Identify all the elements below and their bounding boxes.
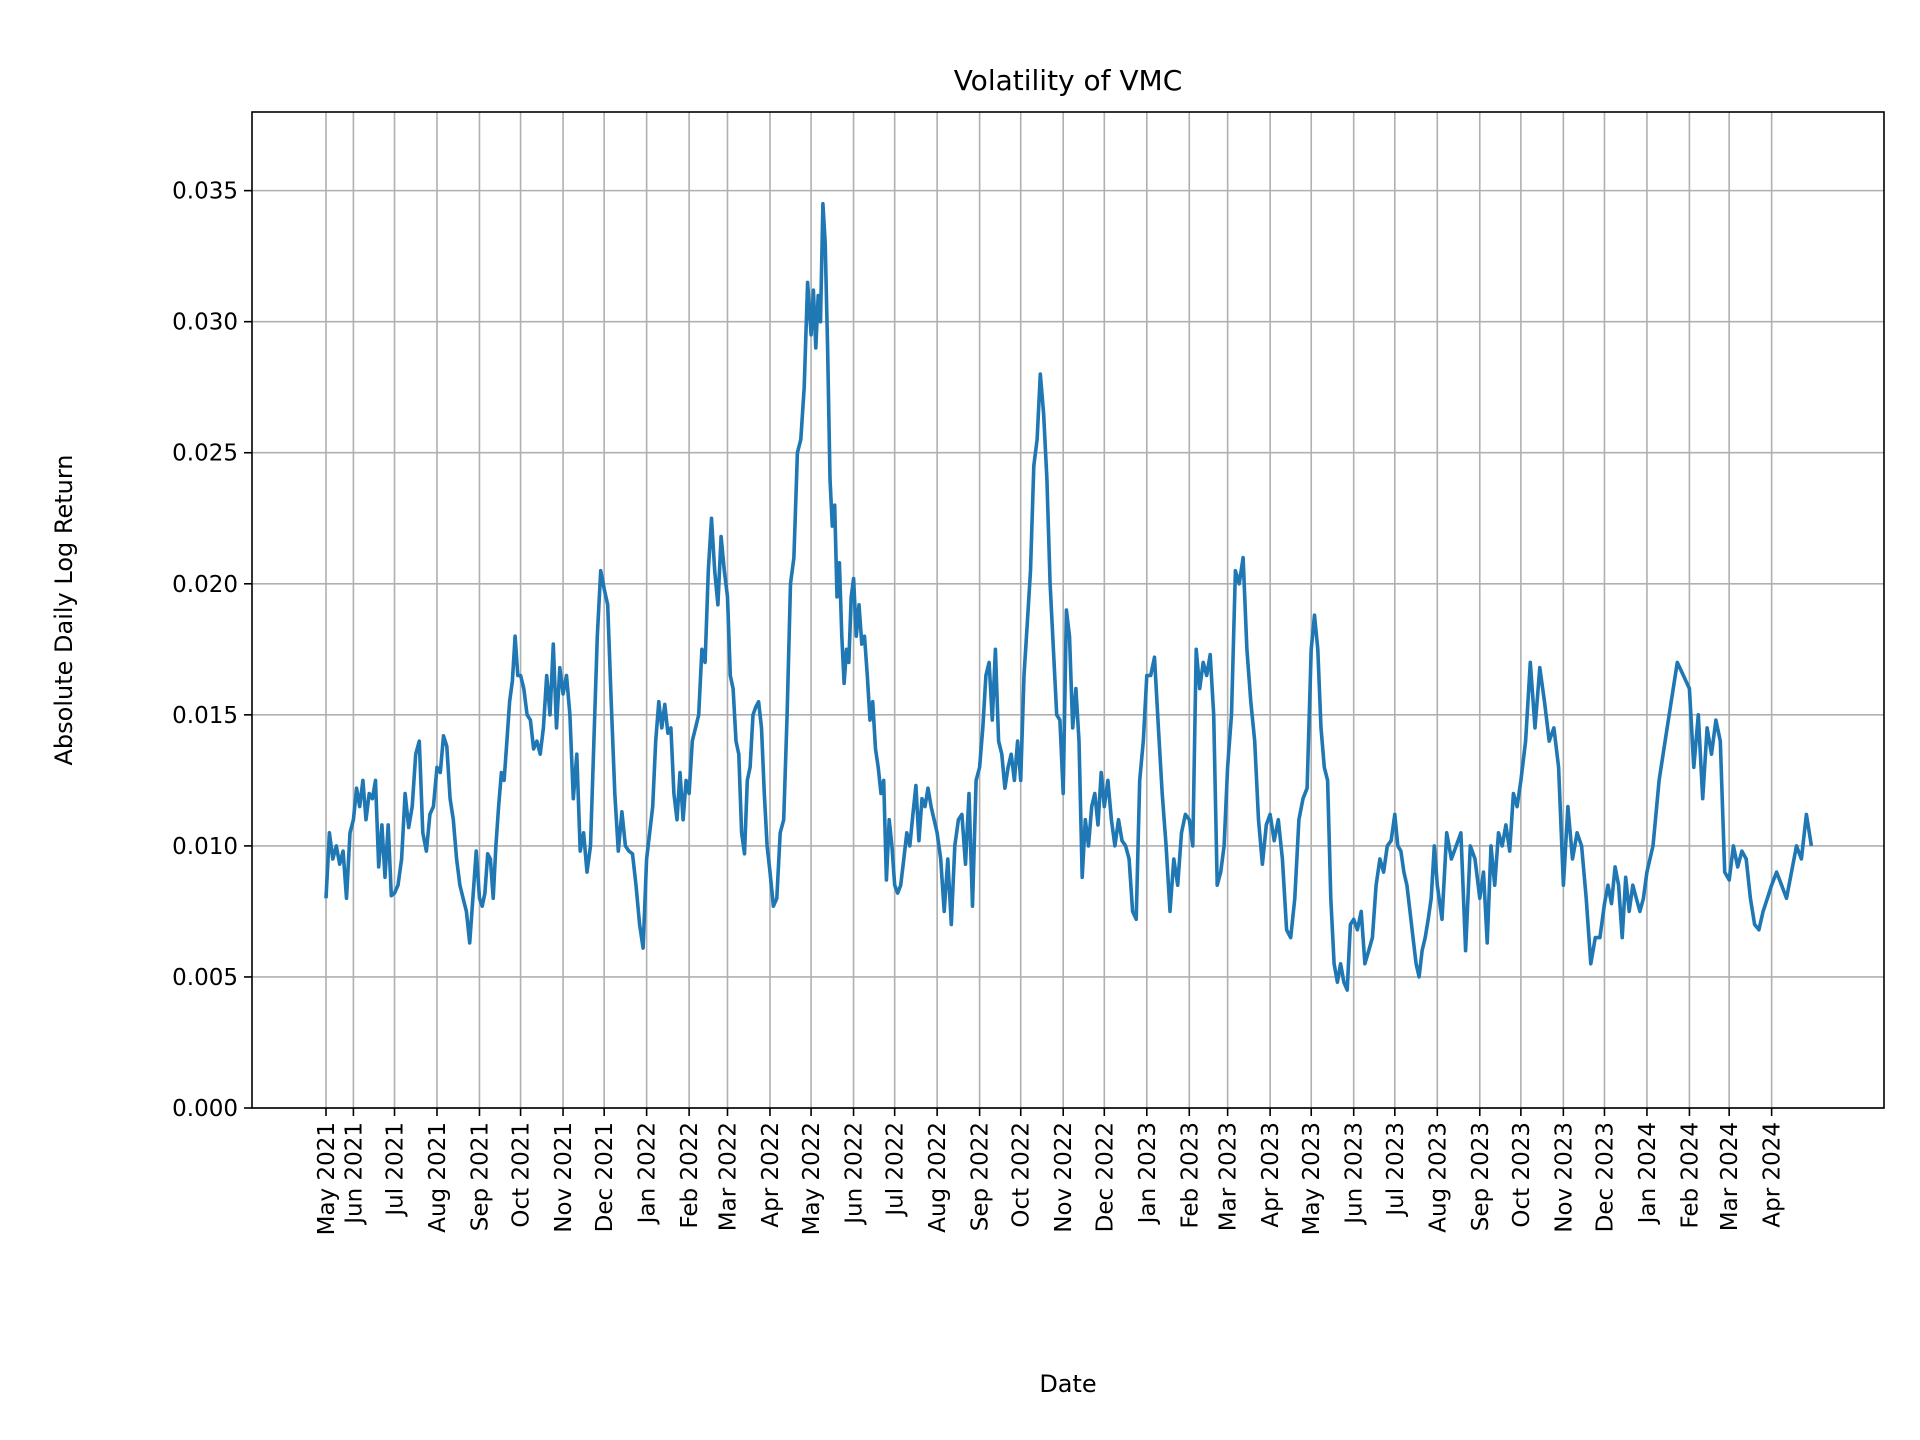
y-tick-label: 0.020 (172, 572, 238, 598)
x-tick-label: Nov 2021 (551, 1122, 577, 1233)
y-tick-label: 0.035 (172, 179, 238, 205)
grid-lines (252, 112, 1884, 1109)
x-tick-label: Jan 2024 (1635, 1122, 1661, 1225)
x-tick-label: Feb 2022 (677, 1122, 703, 1229)
x-tick-label: Apr 2024 (1760, 1122, 1786, 1228)
volatility-series-line (324, 201, 1814, 992)
y-tick-label: 0.000 (172, 1096, 238, 1122)
x-tick-label: Sep 2023 (1468, 1122, 1494, 1231)
x-tick-label: Feb 2024 (1677, 1122, 1703, 1229)
x-tick-label: Mar 2023 (1216, 1122, 1242, 1231)
x-axis-label: Date (1039, 1370, 1096, 1398)
x-tick-label: Aug 2023 (1425, 1122, 1451, 1233)
chart-title: Volatility of VMC (954, 64, 1183, 97)
series-layer (324, 201, 1814, 992)
axis-ticks: 0.000 0.005 0.010 0.015 0.020 0.025 0.030 0.035… (172, 179, 1785, 1236)
x-tick-label: Dec 2022 (1092, 1122, 1118, 1232)
x-tick-label: May 2023 (1299, 1122, 1325, 1235)
x-tick-label: Jul 2023 (1383, 1122, 1409, 1218)
x-tick-label: Sep 2021 (467, 1122, 493, 1231)
x-tick-label: Feb 2023 (1177, 1122, 1203, 1229)
x-tick-label: Jul 2021 (383, 1122, 409, 1218)
x-tick-label: Dec 2021 (592, 1122, 618, 1232)
y-tick-label: 0.015 (172, 703, 238, 729)
x-tick-label: Nov 2022 (1051, 1122, 1077, 1233)
y-axis-label: Absolute Daily Log Return (50, 454, 78, 765)
x-tick-label: Jun 2022 (842, 1122, 868, 1226)
y-tick-label: 0.025 (172, 441, 238, 467)
x-tick-label: Jun 2021 (341, 1122, 367, 1226)
x-tick-label: May 2022 (799, 1122, 825, 1235)
x-tick-label: Oct 2023 (1509, 1122, 1535, 1228)
x-tick-label: Jul 2022 (883, 1122, 909, 1218)
x-tick-label: Apr 2022 (758, 1122, 784, 1228)
y-tick-label: 0.005 (172, 965, 238, 991)
x-tick-label: Oct 2021 (509, 1122, 535, 1228)
x-tick-label: Apr 2023 (1258, 1122, 1284, 1228)
x-tick-label: Jun 2023 (1342, 1122, 1368, 1226)
x-tick-label: Mar 2022 (715, 1122, 741, 1231)
x-tick-label: Aug 2021 (425, 1122, 451, 1233)
x-tick-label: Dec 2023 (1592, 1122, 1618, 1232)
x-tick-label: Aug 2022 (925, 1122, 951, 1233)
x-tick-label: Mar 2024 (1717, 1122, 1743, 1231)
x-tick-label: Sep 2022 (968, 1122, 994, 1231)
axes-frame (251, 111, 1885, 1109)
y-tick-label: 0.010 (172, 834, 238, 860)
x-tick-label: Jan 2023 (1135, 1122, 1161, 1225)
x-tick-label: Oct 2022 (1009, 1122, 1035, 1228)
x-tick-label: Nov 2023 (1551, 1122, 1577, 1233)
x-tick-label: Jan 2022 (635, 1122, 661, 1225)
y-tick-label: 0.030 (172, 310, 238, 336)
x-tick-label: May 2021 (314, 1122, 340, 1235)
